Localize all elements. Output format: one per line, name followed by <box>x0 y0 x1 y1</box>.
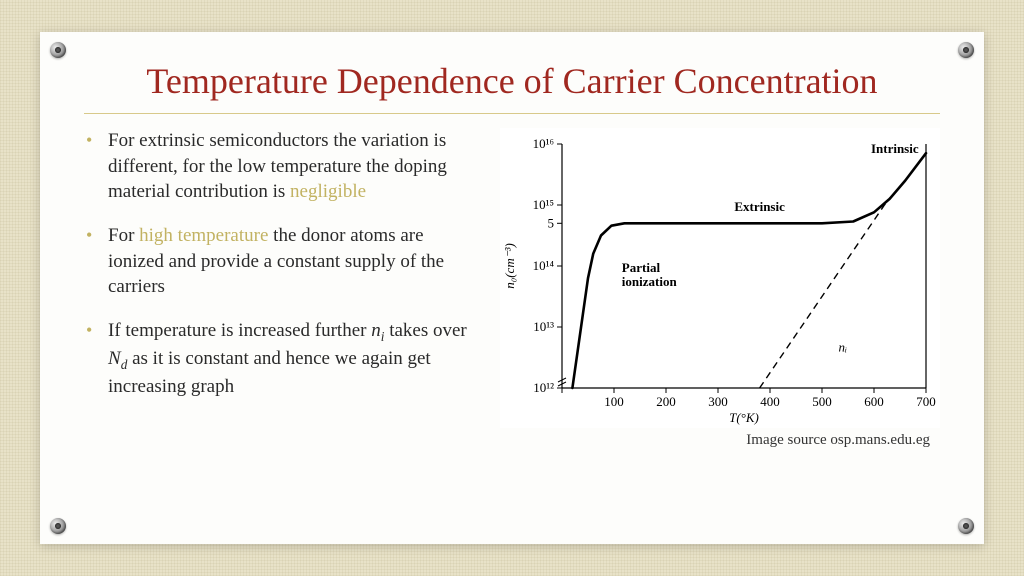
bullet-text: If temperature is increased further <box>108 320 371 341</box>
carrier-concentration-chart: 100 200 300 400 500 600 700 T(°K) 10¹² 10¹³ 10¹⁴ 5 1… <box>500 128 940 428</box>
bullet-text: For <box>108 225 139 246</box>
svg-text:400: 400 <box>760 394 780 409</box>
bullet-item: For high temperature the donor atoms are… <box>102 223 482 300</box>
svg-text:10¹⁶: 10¹⁶ <box>533 136 554 151</box>
svg-text:100: 100 <box>604 394 624 409</box>
title-divider <box>84 113 940 114</box>
svg-text:ionization: ionization <box>622 274 678 289</box>
svg-text:600: 600 <box>864 394 884 409</box>
svg-text:500: 500 <box>812 394 832 409</box>
slide: Temperature Dependence of Carrier Concen… <box>40 32 984 544</box>
svg-text:10¹²: 10¹² <box>533 380 554 395</box>
bullet-list: For extrinsic semiconductors the variati… <box>84 128 482 449</box>
rivet-top-left <box>50 42 66 58</box>
svg-text:10¹³: 10¹³ <box>533 319 554 334</box>
image-source-caption: Image source osp.mans.edu.eg <box>746 432 930 449</box>
slide-title: Temperature Dependence of Carrier Concen… <box>84 60 940 103</box>
bullet-text: takes over <box>384 320 466 341</box>
svg-text:Intrinsic: Intrinsic <box>871 141 919 156</box>
content-row: For extrinsic semiconductors the variati… <box>84 128 940 449</box>
rivet-bottom-right <box>958 518 974 534</box>
svg-text:200: 200 <box>656 394 676 409</box>
bullet-text: For extrinsic semiconductors the variati… <box>108 130 447 202</box>
bullet-highlight: negligible <box>290 181 366 202</box>
rivet-bottom-left <box>50 518 66 534</box>
svg-text:Extrinsic: Extrinsic <box>734 199 785 214</box>
bullet-item: For extrinsic semiconductors the variati… <box>102 128 482 205</box>
svg-text:700: 700 <box>916 394 936 409</box>
math-symbol: N <box>108 348 121 369</box>
svg-text:n₀(cm⁻³): n₀(cm⁻³) <box>502 243 517 289</box>
bullet-highlight: high temperature <box>139 225 268 246</box>
bullet-item: If temperature is increased further ni t… <box>102 318 482 399</box>
svg-text:300: 300 <box>708 394 728 409</box>
bullet-text: as it is constant and hence we again get… <box>108 348 431 397</box>
svg-text:10¹⁴: 10¹⁴ <box>533 258 555 273</box>
rivet-top-right <box>958 42 974 58</box>
svg-text:Partial: Partial <box>622 260 661 275</box>
svg-text:nᵢ: nᵢ <box>839 340 848 355</box>
svg-text:10¹⁵: 10¹⁵ <box>533 197 554 212</box>
svg-text:5: 5 <box>548 215 555 230</box>
chart-figure: 100 200 300 400 500 600 700 T(°K) 10¹² 10¹³ 10¹⁴ 5 1… <box>500 128 940 449</box>
math-symbol: n <box>371 320 381 341</box>
svg-text:T(°K): T(°K) <box>729 410 759 425</box>
